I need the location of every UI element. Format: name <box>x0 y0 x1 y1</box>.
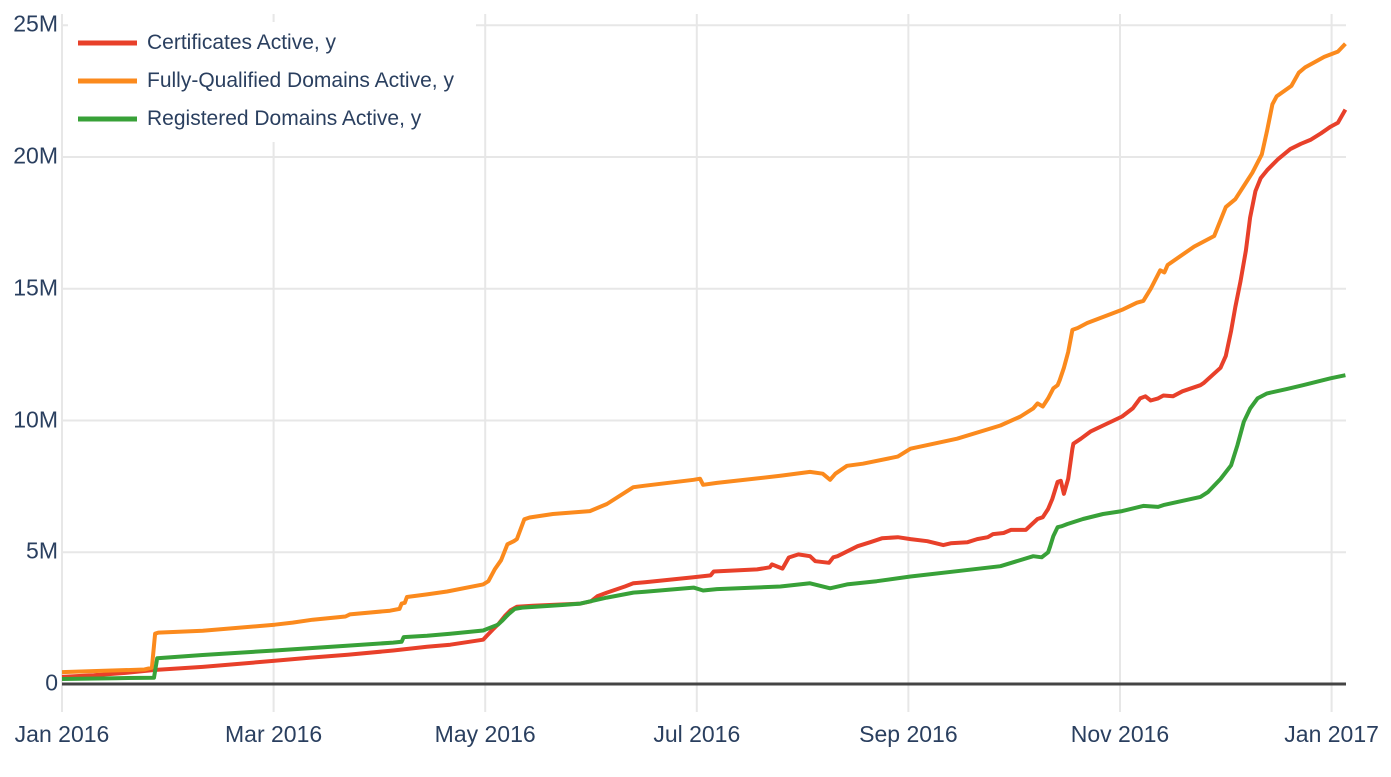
series-line-fully-qualified-domains-active-y[interactable] <box>61 42 1347 675</box>
x-tick-label: Jul 2016 <box>653 721 741 747</box>
y-tick-label: 0 <box>45 669 58 696</box>
y-tick-label: 15M <box>13 274 58 301</box>
x-tick-label: Jan 2016 <box>14 721 110 747</box>
y-tick-label: 25M <box>13 10 58 37</box>
y-tick-label: 20M <box>13 142 58 169</box>
legend-line-swatch <box>78 78 137 84</box>
legend-line-swatch <box>78 40 137 46</box>
legend-item-label: Registered Domains Active, y <box>147 107 422 130</box>
x-tick-label: Jan 2017 <box>1284 721 1379 747</box>
legend-item-fully-qualified-domains-active[interactable]: Fully-Qualified Domains Active, y <box>78 62 454 100</box>
y-tick-label: 10M <box>13 406 58 433</box>
series-line-registered-domains-active-y[interactable] <box>61 373 1346 681</box>
legend-item-registered-domains-active[interactable]: Registered Domains Active, y <box>78 100 454 138</box>
x-tick-label: Mar 2016 <box>225 721 323 747</box>
x-tick-label: Sep 2016 <box>859 721 958 747</box>
x-tick-label: May 2016 <box>434 721 536 747</box>
legend-item-label: Certificates Active, y <box>147 31 337 54</box>
x-tick-label: Nov 2016 <box>1070 721 1170 747</box>
legend: Certificates Active, y Fully-Qualified D… <box>68 22 476 142</box>
legend-line-swatch <box>78 116 137 122</box>
legend-item-label: Fully-Qualified Domains Active, y <box>147 69 454 92</box>
legend-item-certificates-active[interactable]: Certificates Active, y <box>78 24 454 62</box>
y-tick-label: 5M <box>26 537 58 564</box>
